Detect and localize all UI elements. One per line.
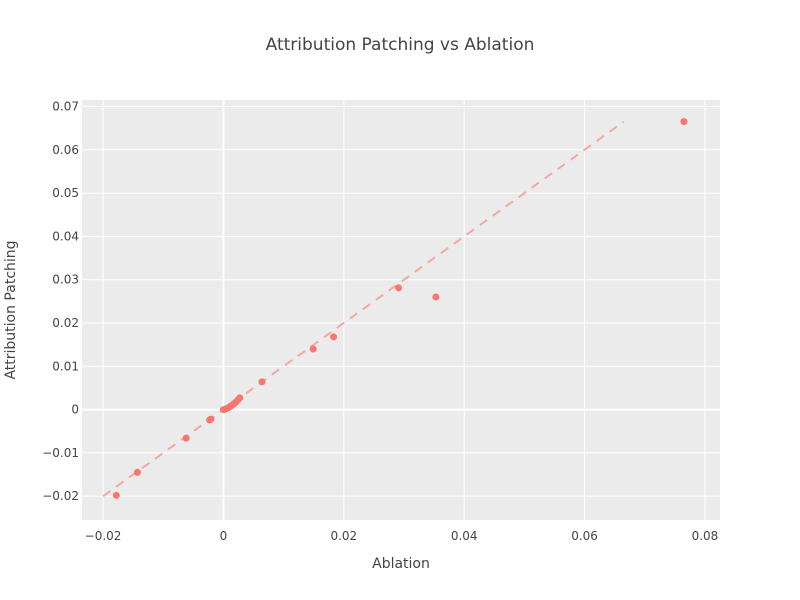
grid-lines xyxy=(82,100,720,520)
data-point[interactable] xyxy=(432,293,440,301)
chart-title: Attribution Patching vs Ablation xyxy=(266,35,535,55)
y-tick-label: −0.02 xyxy=(42,489,79,503)
data-point[interactable] xyxy=(112,491,120,499)
data-point[interactable] xyxy=(133,468,141,476)
y-tick-label: 0.01 xyxy=(52,359,79,373)
reference-line xyxy=(102,120,625,497)
y-axis-ticks: −0.02 −0.01 0 0.01 0.02 0.03 0.04 0.05 0.06 0.07 xyxy=(42,99,79,503)
x-tick-label: 0.06 xyxy=(571,529,598,543)
y-tick-label: 0.07 xyxy=(52,99,79,113)
x-tick-label: −0.02 xyxy=(85,529,122,543)
y-tick-label: 0.05 xyxy=(52,186,79,200)
data-point[interactable] xyxy=(309,345,317,353)
data-points xyxy=(112,118,688,499)
data-point[interactable] xyxy=(395,284,403,292)
data-point[interactable] xyxy=(258,378,266,386)
y-tick-label: −0.01 xyxy=(42,446,79,460)
x-tick-label: 0.08 xyxy=(692,529,719,543)
y-tick-label: 0.06 xyxy=(52,143,79,157)
x-tick-label: 0.04 xyxy=(451,529,478,543)
reference-line-layer xyxy=(102,120,625,497)
y-tick-label: 0.02 xyxy=(52,316,79,330)
data-point[interactable] xyxy=(330,333,338,341)
x-tick-label: 0.02 xyxy=(330,529,357,543)
x-tick-label: 0 xyxy=(220,529,228,543)
y-tick-label: 0.04 xyxy=(52,229,79,243)
x-axis-title: Ablation xyxy=(372,556,430,572)
data-point[interactable] xyxy=(236,394,244,402)
data-point[interactable] xyxy=(680,118,688,126)
y-axis-title: Attribution Patching xyxy=(3,240,19,379)
x-axis-ticks: −0.02 0 0.02 0.04 0.06 0.08 xyxy=(85,529,719,543)
y-tick-label: 0 xyxy=(71,403,79,417)
data-point[interactable] xyxy=(207,415,215,423)
y-tick-label: 0.03 xyxy=(52,273,79,287)
data-point[interactable] xyxy=(182,434,190,442)
plot-background xyxy=(82,100,720,520)
